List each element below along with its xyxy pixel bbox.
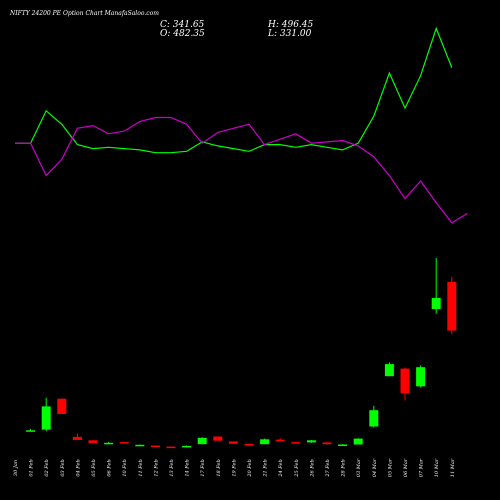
candle-body	[88, 440, 98, 444]
candle	[119, 442, 129, 444]
x-tick-label: 10 Mar	[434, 458, 440, 477]
x-tick-label: 30 Jan	[13, 460, 19, 476]
candle-body	[244, 443, 254, 446]
candle-body	[322, 442, 332, 445]
candle	[88, 440, 98, 444]
x-tick-label: 19 Feb	[231, 459, 237, 476]
candle	[353, 438, 363, 445]
candle	[26, 428, 36, 432]
x-tick-label: 20 Feb	[247, 459, 253, 477]
x-tick-label: 06 Feb	[107, 459, 113, 476]
candle-body	[182, 445, 192, 448]
x-tick-label: 17 Feb	[200, 459, 206, 476]
candle	[72, 433, 82, 441]
candle	[431, 258, 441, 314]
candle	[260, 438, 270, 445]
x-tick-label: 05 Feb	[91, 459, 97, 476]
candle	[57, 398, 67, 414]
x-axis-labels: 30 Jan 01 Feb 02 Feb 03 Feb 04 Feb 05 Feb 06 F…	[13, 458, 456, 477]
candle	[41, 397, 51, 432]
x-tick-label: 03 Feb	[60, 459, 66, 476]
candle	[322, 442, 332, 445]
candle-body	[306, 440, 316, 443]
candle	[244, 443, 254, 447]
x-tick-label: 24 Feb	[278, 459, 284, 477]
x-tick-label: 18 Feb	[216, 459, 222, 476]
x-tick-label: 03 Mar	[356, 458, 362, 477]
x-tick-label: 21 Feb	[263, 459, 269, 477]
candle-body	[353, 438, 363, 445]
x-tick-label: 04 Mar	[372, 458, 378, 477]
candle-body	[119, 442, 129, 444]
candle-body	[369, 410, 379, 427]
candle-body	[72, 436, 82, 440]
candle-body	[416, 367, 426, 387]
candle-body	[275, 439, 285, 442]
x-tick-label: 26 Feb	[309, 459, 315, 477]
candle	[400, 367, 410, 401]
candle-body	[135, 444, 145, 447]
candle	[306, 440, 316, 443]
x-tick-label: 10 Feb	[122, 459, 128, 476]
indicator-line-1	[15, 26, 453, 154]
candle-body	[431, 297, 441, 309]
candle-body	[400, 368, 410, 394]
x-tick-label: 12 Feb	[153, 459, 159, 476]
candle	[197, 437, 207, 445]
x-tick-label: 01 Feb	[29, 459, 35, 476]
candle	[213, 436, 223, 441]
candle	[384, 362, 394, 377]
candle	[182, 445, 192, 448]
x-tick-label: 28 Feb	[341, 459, 347, 477]
candle-body	[338, 444, 348, 446]
candle-body	[260, 439, 270, 445]
candle	[369, 405, 379, 428]
candle	[416, 365, 426, 388]
x-tick-label: 14 Feb	[185, 459, 191, 476]
candle	[135, 444, 145, 447]
candle-body	[166, 446, 176, 449]
candle-body	[150, 445, 160, 447]
candle-body	[26, 430, 36, 432]
x-tick-label: 05 Mar	[387, 458, 393, 477]
candle-body	[213, 436, 223, 441]
high-value: H: 496.45	[268, 20, 314, 30]
indicator-lines	[15, 26, 468, 224]
candle-body	[57, 398, 67, 414]
candle	[291, 442, 301, 444]
low-value: L: 331.00	[268, 29, 312, 39]
x-tick-label: 11 Feb	[138, 459, 144, 476]
x-tick-label: 25 Feb	[294, 459, 300, 477]
x-tick-label: 27 Feb	[325, 459, 331, 477]
x-tick-label: 04 Feb	[75, 459, 81, 476]
candle-body	[104, 442, 114, 445]
candle-body	[228, 441, 238, 444]
candle-body	[384, 364, 394, 377]
x-tick-label: 13 Feb	[169, 459, 175, 476]
open-value: O: 482.35	[160, 29, 205, 39]
candle	[338, 444, 348, 446]
candle	[228, 441, 238, 445]
x-tick-label: 07 Mar	[419, 458, 425, 477]
candle	[150, 445, 160, 447]
candle-body	[197, 437, 207, 445]
x-tick-label: 11 Mar	[450, 458, 456, 477]
candle-body	[291, 442, 301, 444]
candle	[447, 276, 457, 335]
candlesticks	[26, 258, 457, 449]
x-tick-label: 02 Feb	[44, 459, 50, 476]
x-tick-label: 06 Mar	[403, 458, 409, 477]
candle-body	[41, 406, 51, 430]
close-value: C: 341.65	[160, 20, 205, 30]
candle	[166, 446, 176, 449]
candle	[275, 438, 285, 442]
chart-title: NIFTY 24200 PE Option Chart ManafaSaloo.…	[10, 10, 159, 17]
candle	[104, 442, 114, 445]
candle-body	[447, 281, 457, 331]
indicator-line-2	[15, 116, 468, 224]
